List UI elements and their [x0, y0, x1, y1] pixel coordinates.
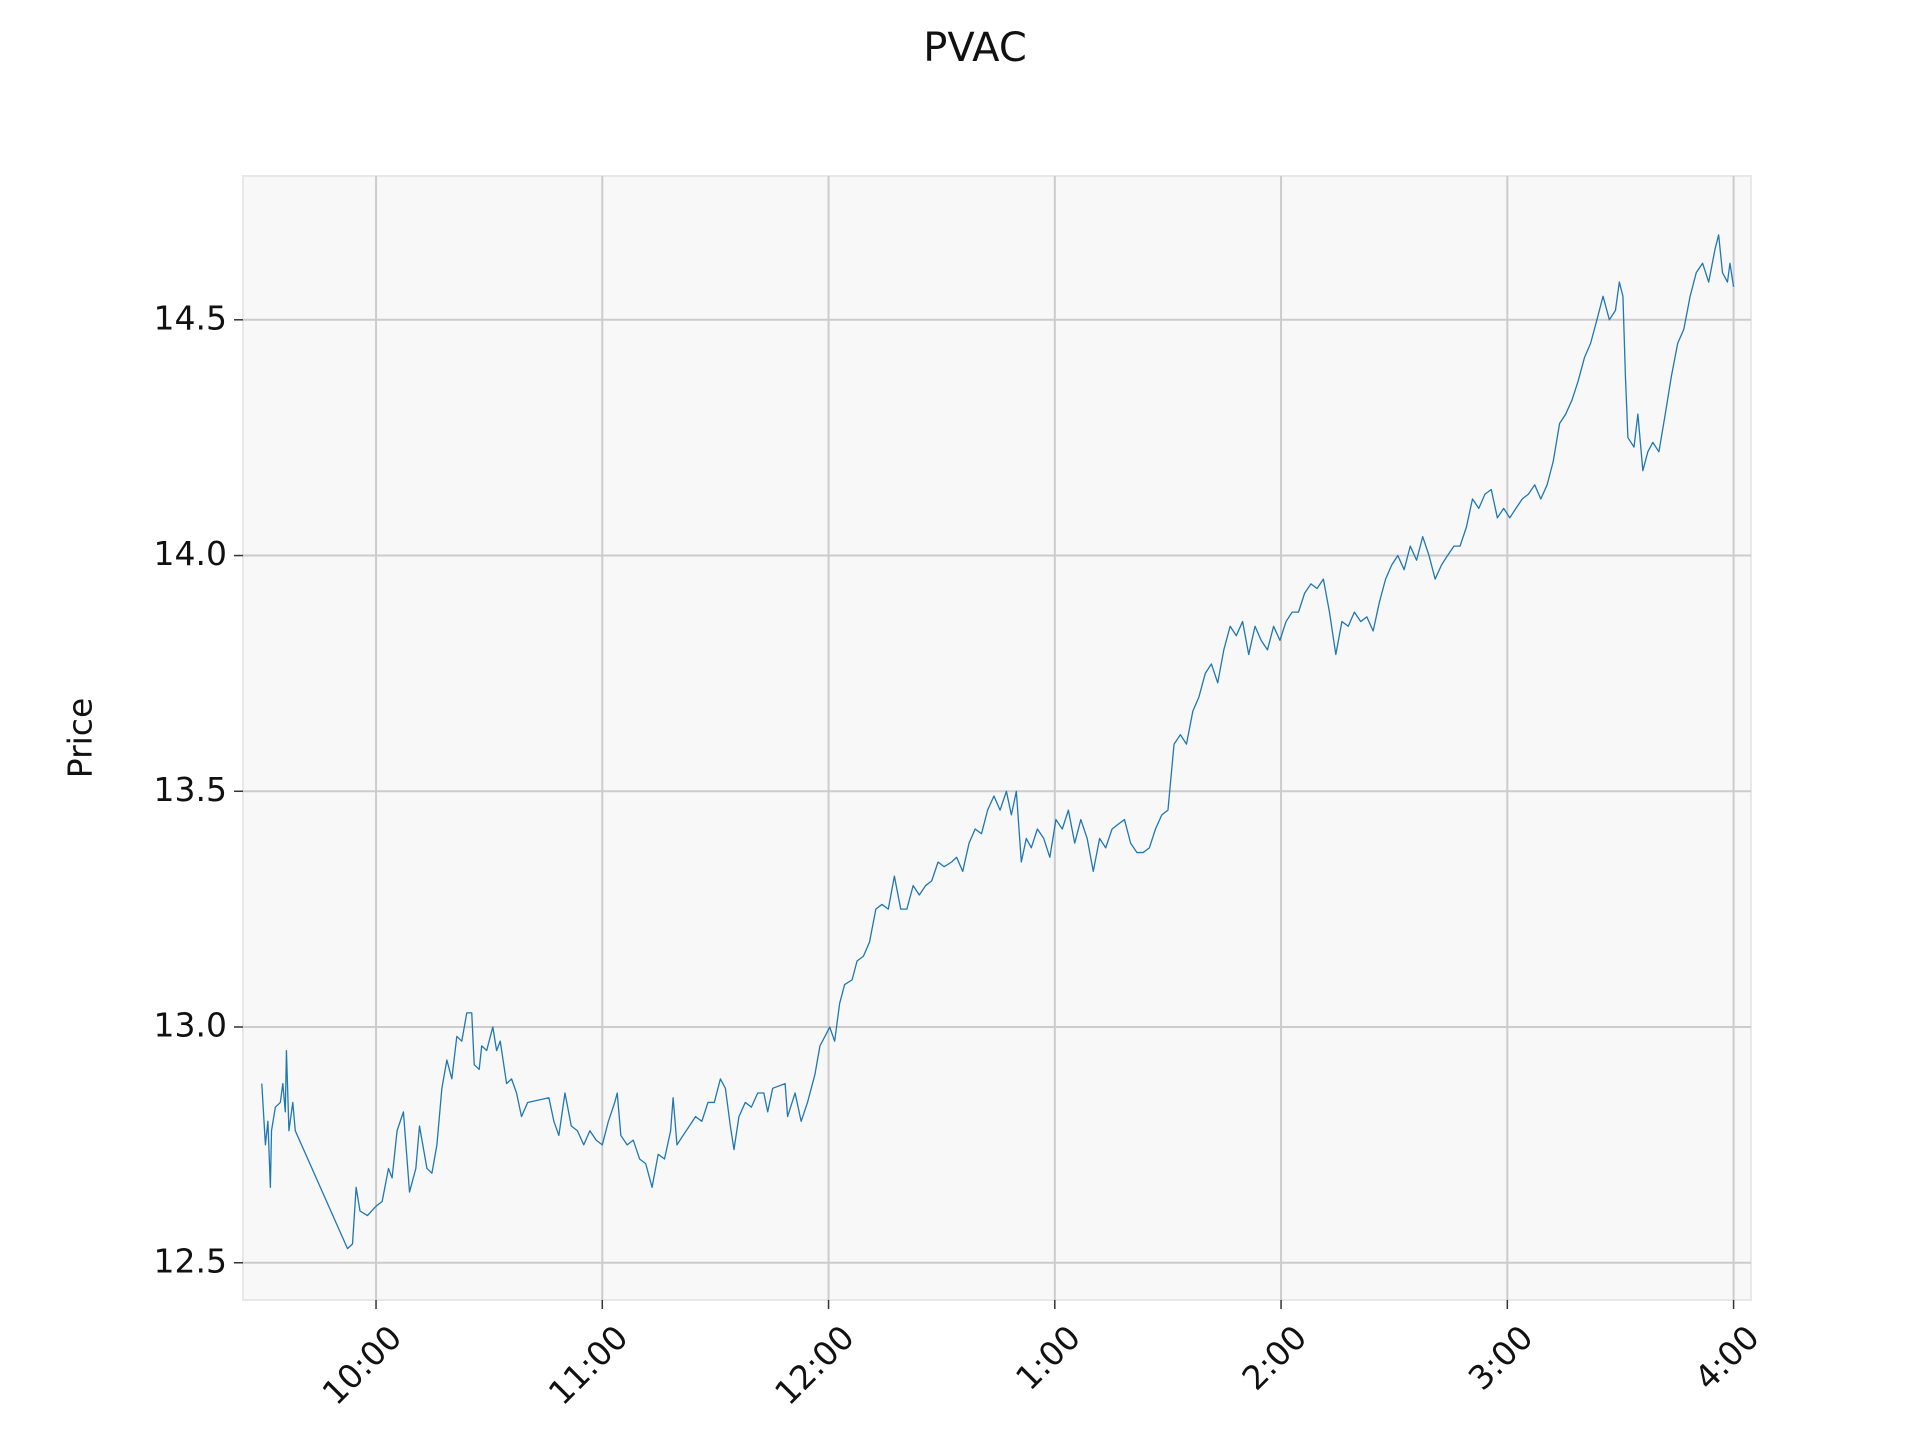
- chart-title: PVAC: [923, 25, 1027, 71]
- plot-area: [242, 175, 1752, 1301]
- y-tick-label: 14.5: [154, 298, 227, 337]
- y-tick-label: 13.0: [154, 1006, 227, 1045]
- y-tick-label: 13.5: [154, 770, 227, 809]
- y-axis-label: Price: [61, 698, 100, 779]
- y-tick-label: 12.5: [154, 1241, 227, 1280]
- y-tick-label: 14.0: [154, 534, 227, 573]
- price-line: [261, 234, 1735, 1250]
